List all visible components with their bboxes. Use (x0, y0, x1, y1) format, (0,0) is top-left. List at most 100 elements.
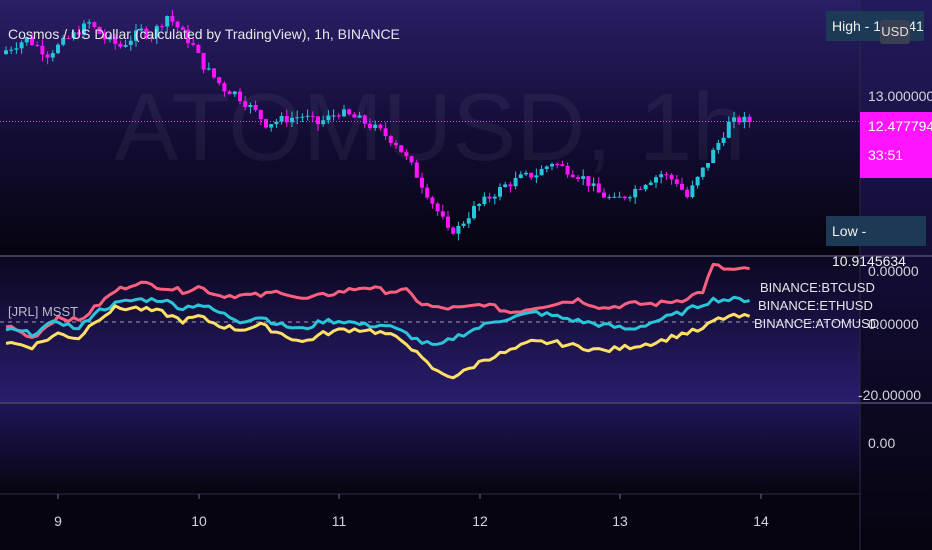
candle-body (258, 110, 263, 120)
candle-body (628, 197, 632, 199)
candle-body (118, 43, 123, 47)
indicator-axis-label: 0.00000 (868, 316, 919, 332)
candle-body (612, 196, 617, 198)
candle-body (638, 189, 643, 191)
candle-body (40, 45, 45, 55)
candle-body (144, 28, 149, 38)
candle-body (191, 43, 196, 45)
indicator-label[interactable]: [JRL] MSST (8, 304, 79, 319)
candle-body (238, 91, 242, 102)
currency-button[interactable]: USD (880, 20, 910, 44)
candle-body (310, 115, 315, 117)
btcusd-line (5, 262, 750, 339)
time-axis-labels: 9 10 11 12 13 14 (54, 494, 769, 529)
indicator-axis-label: 0.00000 (868, 263, 919, 279)
ethusd-line (5, 295, 750, 346)
candle-body (180, 27, 185, 30)
low-badge: Low - 10.9145634 (826, 216, 926, 269)
candle-body (550, 164, 554, 167)
candle-body (690, 185, 695, 198)
candle-body (35, 44, 40, 46)
watermark: ATOMUSD, 1h (114, 74, 745, 181)
candle-body (586, 176, 591, 186)
bar-countdown: 33:51 (868, 147, 904, 163)
candle-body (56, 44, 60, 54)
candle-body (45, 54, 50, 58)
candle-body (290, 117, 294, 123)
candle-body (170, 16, 175, 22)
candle-body (591, 183, 596, 186)
candle-body (14, 48, 19, 50)
candle-body (446, 216, 450, 228)
time-axis[interactable] (0, 494, 860, 550)
chart-title: Cosmos / US Dollar (calculated by Tradin… (8, 26, 400, 42)
time-tick-label: 10 (191, 513, 207, 529)
legend-ethusd: BINANCE:ETHUSD (758, 298, 873, 313)
atomusd-line (5, 304, 751, 380)
candle-body (669, 174, 674, 180)
candle-body (300, 116, 305, 118)
legend-atomusd: BINANCE:ATOMUSD (754, 316, 879, 331)
candle-body (295, 117, 300, 119)
candle-body (721, 137, 726, 143)
candle-body (544, 166, 549, 169)
candle-body (555, 164, 560, 166)
candle-body (139, 28, 144, 31)
candle-body (352, 114, 357, 118)
candle-body (633, 189, 638, 198)
candle-body (654, 177, 658, 183)
candle-body (305, 115, 310, 117)
main-pane[interactable] (0, 0, 860, 255)
legend-btcusd: BINANCE:BTCUSD (760, 280, 875, 295)
candle-body (648, 182, 653, 185)
candle-body (622, 196, 627, 199)
candle-body (102, 33, 107, 40)
candle-body (409, 156, 414, 163)
candle-body (217, 77, 222, 84)
candle-body (149, 37, 154, 39)
candle-body (414, 162, 419, 178)
candle-body (513, 177, 518, 187)
candle-body (279, 116, 284, 122)
candle-body (659, 174, 664, 178)
candle-body (680, 183, 684, 190)
candle-body (123, 44, 128, 47)
candle-body (92, 22, 97, 27)
candle-body (165, 16, 170, 27)
candle-body (71, 32, 76, 39)
candle-body (664, 174, 669, 176)
candle-body (472, 205, 476, 219)
candle-body (321, 120, 326, 125)
candle-body (113, 36, 118, 44)
candle-body (482, 196, 487, 204)
candle-body (503, 184, 508, 188)
candle-body (534, 175, 539, 178)
candle-body (565, 165, 570, 175)
candle-body (711, 149, 716, 163)
sub-pane[interactable] (0, 404, 860, 494)
candle-body (97, 26, 102, 34)
candle-body (440, 211, 445, 217)
candle-body (643, 184, 648, 190)
candle-body (9, 49, 14, 51)
candle-body (747, 116, 752, 123)
candle-body (284, 116, 289, 123)
candle-body (420, 177, 424, 188)
candle-body (602, 192, 606, 198)
candle-body (30, 37, 34, 45)
candle-body (492, 196, 497, 199)
candle-body (394, 142, 398, 146)
candle-body (508, 184, 513, 187)
candle-body (336, 115, 341, 117)
candle-body (742, 116, 747, 123)
time-tick-label: 12 (472, 513, 488, 529)
candle-body (206, 68, 211, 70)
candle-body (581, 176, 586, 179)
price-axis[interactable] (860, 0, 932, 550)
candle-body (539, 168, 544, 176)
candle-body (706, 162, 710, 168)
indicator-pane[interactable] (0, 257, 860, 402)
candle-body (19, 42, 24, 49)
